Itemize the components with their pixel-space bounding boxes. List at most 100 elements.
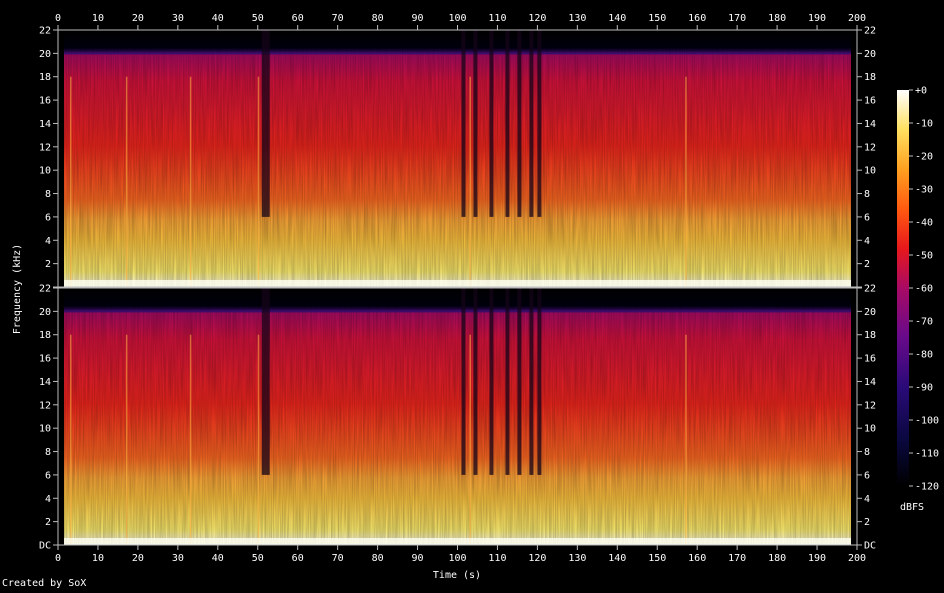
y-tick-label: 8 (45, 189, 51, 200)
y-tick-label: 16 (39, 354, 51, 365)
x-tick-label: 180 (768, 553, 786, 564)
onset-transient (189, 334, 192, 545)
dark-gap (517, 30, 522, 217)
x-tick-label: 200 (848, 13, 866, 24)
colorbar-tick-label: -120 (915, 482, 939, 493)
x-tick-label: 160 (688, 553, 706, 564)
x-tick-label: 30 (172, 13, 184, 24)
dark-gap (473, 288, 478, 475)
dark-gap (489, 30, 494, 217)
y-tick-label: 12 (39, 400, 51, 411)
colorbar-label: dBFS (900, 502, 924, 513)
x-tick-label: 50 (252, 13, 264, 24)
x-tick-label: 150 (648, 553, 666, 564)
y-tick-label: 2 (45, 517, 51, 528)
dark-gap (529, 288, 534, 475)
y-tick-label: 10 (39, 424, 51, 435)
x-tick-label: 110 (488, 13, 506, 24)
x-tick-label: 80 (372, 13, 384, 24)
x-tick-label: 90 (412, 553, 424, 564)
colorbar-tick-label: -90 (915, 383, 933, 394)
y-tick-label: 4 (45, 494, 51, 505)
y-tick-label: 18 (864, 330, 876, 341)
colorbar-tick-label: -40 (915, 218, 933, 229)
onset-transient (469, 334, 471, 545)
x-tick-label: 190 (808, 13, 826, 24)
y-tick-label: DC (39, 541, 51, 552)
dark-gap (261, 30, 270, 217)
dc-band (63, 279, 852, 287)
y-tick-label: 18 (864, 72, 876, 83)
y-tick-label: 6 (45, 212, 51, 223)
x-tick-label: 140 (608, 13, 626, 24)
dark-gap (517, 288, 522, 475)
bandlimit-edge (63, 310, 852, 313)
dark-gap (473, 30, 478, 217)
x-tick-label: 140 (608, 553, 626, 564)
x-tick-label: 170 (728, 13, 746, 24)
y-tick-label: 10 (864, 166, 876, 177)
x-tick-label: 40 (212, 13, 224, 24)
onset-transient (469, 76, 471, 288)
x-tick-label: 120 (528, 13, 546, 24)
x-tick-label: 0 (55, 13, 61, 24)
x-tick-label: 70 (332, 13, 344, 24)
x-tick-label: 70 (332, 553, 344, 564)
dark-gap (537, 30, 542, 217)
y-tick-label: 10 (864, 424, 876, 435)
dark-gap (489, 288, 494, 475)
spectrogram-texture (63, 30, 852, 287)
y-tick-label: 10 (39, 166, 51, 177)
y-tick-label: 18 (39, 330, 51, 341)
x-tick-label: 20 (132, 13, 144, 24)
onset-transient (257, 76, 260, 288)
dark-gap (461, 30, 466, 217)
onset-transient (69, 76, 72, 288)
y-tick-label: 18 (39, 72, 51, 83)
y-tick-label: 12 (864, 400, 876, 411)
y-tick-label: 16 (864, 354, 876, 365)
dark-gap (537, 288, 542, 475)
y-tick-label: 14 (39, 119, 51, 130)
x-tick-label: 170 (728, 553, 746, 564)
dark-gap (261, 288, 270, 475)
y-tick-label: DC (864, 541, 876, 552)
y-tick-label: 8 (864, 189, 870, 200)
y-tick-label: 8 (864, 447, 870, 458)
y-tick-label: 20 (39, 49, 51, 60)
colorbar-tick-label: -20 (915, 152, 933, 163)
x-tick-label: 200 (848, 553, 866, 564)
y-tick-label: 2 (864, 517, 870, 528)
onset-transient (69, 334, 72, 545)
x-tick-label: 180 (768, 13, 786, 24)
y-tick-label: 2 (45, 259, 51, 270)
y-tick-label: 20 (864, 49, 876, 60)
y-tick-label: 12 (39, 142, 51, 153)
colorbar-tick-label: -80 (915, 350, 933, 361)
colorbar-tick-label: -60 (915, 284, 933, 295)
dc-band (63, 537, 852, 545)
x-tick-label: 30 (172, 553, 184, 564)
x-tick-label: 130 (568, 553, 586, 564)
dark-gap (461, 288, 466, 475)
y-tick-label: 22 (39, 26, 51, 37)
x-tick-label: 20 (132, 553, 144, 564)
y-tick-label: 8 (45, 447, 51, 458)
y-tick-label: 16 (39, 96, 51, 107)
x-tick-label: 50 (252, 553, 264, 564)
colorbar-scale (897, 90, 909, 486)
x-tick-label: 60 (292, 13, 304, 24)
x-tick-label: 150 (648, 13, 666, 24)
y-tick-label: 2 (864, 259, 870, 270)
y-tick-label: 12 (864, 142, 876, 153)
x-tick-label: 110 (488, 553, 506, 564)
y-tick-label: 4 (45, 236, 51, 247)
colorbar-tick-label: -10 (915, 119, 933, 130)
y-tick-label: 22 (864, 284, 876, 295)
colorbar: +0 -10 -20 -30 -40 -50 -60 -70 -80 -90 -100 -110 -12… (897, 86, 939, 493)
x-tick-label: 120 (528, 553, 546, 564)
y-tick-label: 16 (864, 96, 876, 107)
x-axis-label: Time (s) (433, 570, 481, 581)
onset-transient (125, 76, 128, 288)
